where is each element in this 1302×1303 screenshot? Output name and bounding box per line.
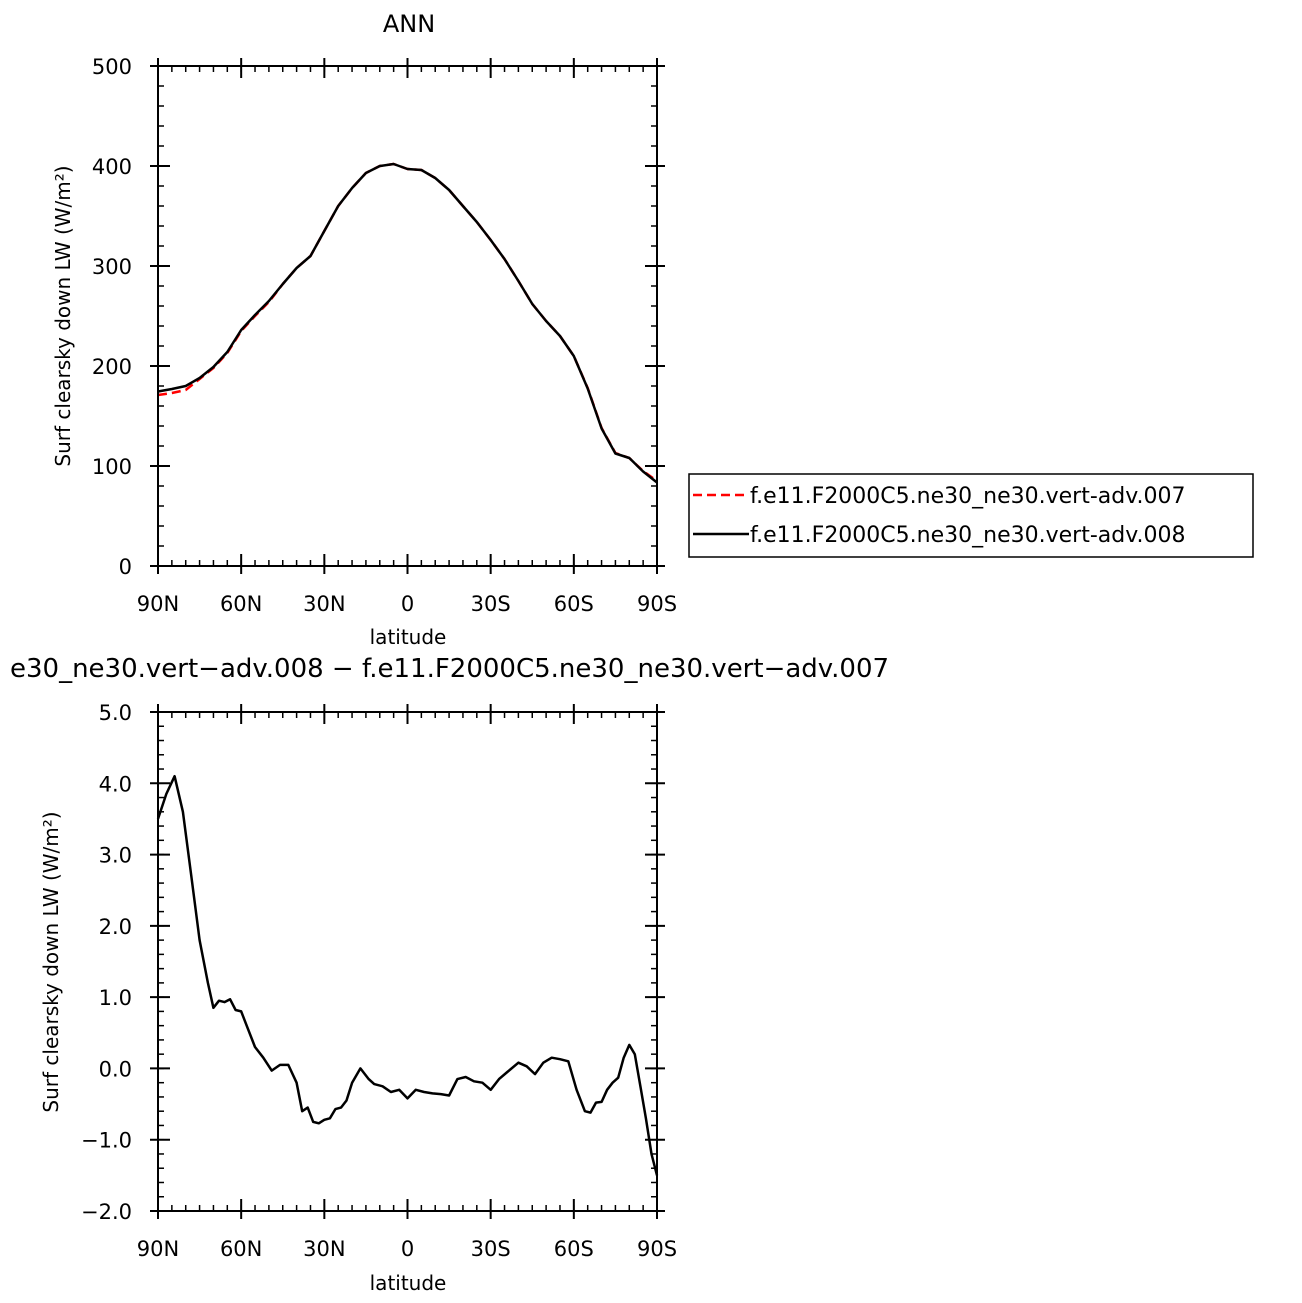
x-tick-label: 90S [637,592,677,616]
x-tick-label: 90N [137,592,179,616]
x-tick-label: 0 [401,592,414,616]
x-tick-label: 60S [554,1237,594,1261]
x-tick-label: 90S [637,1237,677,1261]
top-panel-frame [157,65,658,567]
legend-label-008: f.e11.F2000C5.ne30_ne30.vert-adv.008 [750,523,1186,548]
bottom-panel-frame [157,711,658,1212]
y-tick-label: 100 [92,455,132,479]
y-tick-label: 0.0 [99,1057,132,1081]
series-line-2 [157,162,658,484]
top-panel-tick-labels: 90N 60N 30N 0 30S 60S 90S 0 100 200 300 400 500 [92,55,677,616]
x-tick-label: 30S [471,1237,511,1261]
x-tick-label: 30S [471,592,511,616]
x-tick-label: 0 [401,1237,414,1261]
y-tick-label: 0 [119,555,132,579]
y-tick-label: 500 [92,55,132,79]
bottom-panel-ticks [150,704,665,1219]
y-tick-label: 3.0 [99,844,132,868]
top-panel-title: ANN [383,10,435,38]
bottom-panel-ylabel: Surf clearsky down LW (W/m²) [39,811,63,1112]
bottom-panel-title: e30_ne30.vert−adv.008 − f.e11.F2000C5.ne… [10,654,889,684]
top-panel-series [157,162,658,484]
top-panel-xlabel: latitude [370,625,447,649]
bottom-panel-xlabel: latitude [370,1271,447,1295]
y-tick-label: 200 [92,355,132,379]
y-tick-label: 1.0 [99,986,132,1010]
legend-label-007: f.e11.F2000C5.ne30_ne30.vert-adv.007 [750,484,1186,509]
y-tick-label: 2.0 [99,915,132,939]
bottom-panel-tick-labels: 90N 60N 30N 0 30S 60S 90S −2.0 −1.0 0.0 1.0 2.0 3.0 4… [81,701,677,1261]
x-tick-label: 60N [220,592,262,616]
x-tick-label: 30N [303,1237,345,1261]
y-tick-label: 400 [92,155,132,179]
x-tick-label: 90N [137,1237,179,1261]
x-tick-label: 60S [554,592,594,616]
bottom-panel-series [156,774,659,1176]
top-panel-ylabel: Surf clearsky down LW (W/m²) [51,165,75,466]
legend: f.e11.F2000C5.ne30_ne30.vert-adv.007 f.e… [688,473,1254,558]
x-tick-label: 60N [220,1237,262,1261]
y-tick-label: 4.0 [99,772,132,796]
x-tick-label: 30N [303,592,345,616]
top-panel: ANN Surf clearsky down LW (W/m²) latitud… [51,10,677,649]
top-panel-ticks [150,58,665,574]
bottom-panel: e30_ne30.vert−adv.008 − f.e11.F2000C5.ne… [10,654,889,1295]
y-tick-label: −1.0 [81,1129,132,1153]
series-line-1 [157,162,658,483]
y-tick-label: 300 [92,255,132,279]
y-tick-label: −2.0 [81,1200,132,1224]
series-line-1 [156,774,659,1176]
y-tick-label: 5.0 [99,701,132,725]
legend-box [688,473,1254,558]
